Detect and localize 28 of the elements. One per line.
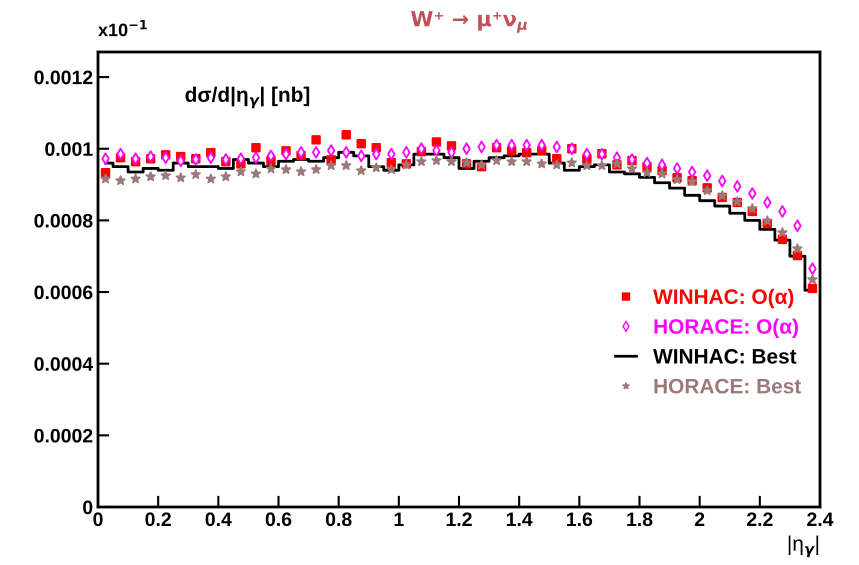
x-tick-label: 1.2	[446, 512, 472, 526]
legend-label: WINHAC: Best	[653, 348, 796, 364]
legend-label: HORACE: O(α)	[654, 318, 798, 338]
x-tick-label: 0.8	[326, 512, 352, 526]
y-tick-label: 0.0002	[34, 428, 92, 443]
x-tick-label: 0.4	[206, 512, 232, 526]
y-tick-label: 0.0004	[34, 357, 94, 371]
x-tick-label: 0	[93, 512, 103, 526]
legend-label: HORACE: Best	[654, 378, 801, 394]
chart-title: W⁺ → μ⁺ν$_{μ}$	[411, 11, 527, 33]
y-axis-title: dσ/d|η$_{γ}$| [nb]	[185, 86, 310, 108]
x-tick-label: 2	[694, 512, 704, 526]
y-tick-label: 0.0012	[34, 70, 92, 84]
y-tick-label: 0.0006	[34, 286, 92, 300]
x-tick-label: 2.4	[807, 512, 834, 526]
x-tick-label: 1.8	[627, 512, 652, 526]
x-tick-label: 1.6	[567, 512, 592, 526]
legend-label: WINHAC: O(α)	[653, 288, 794, 308]
x-axis-title: |η$_{γ}$|	[788, 536, 818, 558]
x-tick-label: 1.4	[506, 512, 533, 526]
y-tick-label: 0.0008	[34, 214, 93, 228]
y-tick-label: 0.001	[45, 142, 93, 156]
x-tick-label: 0.6	[266, 512, 292, 526]
text: x10$^{−1}$	[98, 20, 147, 36]
x-tick-label: 2.2	[746, 512, 773, 526]
x-tick-label: 1	[394, 512, 404, 526]
x-tick-label: 0.2	[145, 512, 171, 526]
y-tick-label: 0	[83, 500, 92, 514]
